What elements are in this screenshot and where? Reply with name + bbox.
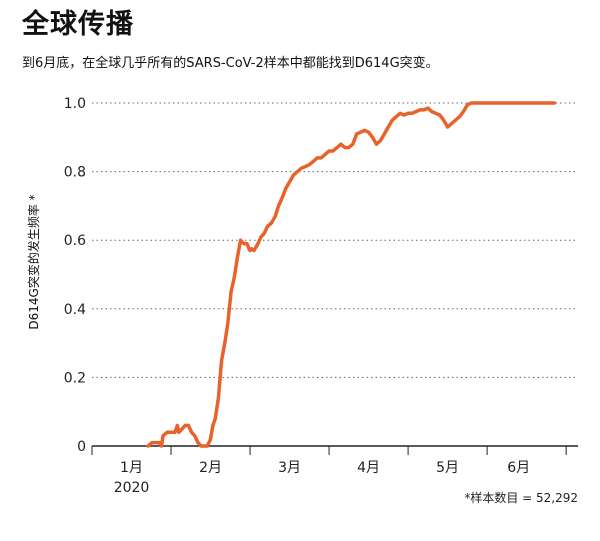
x-year-label: 2020 <box>114 480 150 496</box>
y-tick-label: 0.6 <box>64 233 86 249</box>
x-tick-label: 1月 <box>120 460 143 476</box>
x-tick-label: 5月 <box>436 460 459 476</box>
sample-size-footnote: *样本数目 = 52,292 <box>464 491 578 505</box>
chart-subtitle: 到6月底，在全球几乎所有的SARS-CoV-2样本中都能找到D614G突变。 <box>22 56 439 71</box>
series-line-d614g-frequency <box>146 101 557 448</box>
x-axis: 1月 2月 3月 4月 5月 6月 2020 <box>91 446 567 496</box>
y-tick-label: 0.8 <box>64 165 86 181</box>
y-tick-label: 0 <box>77 439 86 455</box>
y-tick-label: 0.2 <box>64 370 86 386</box>
x-tick-label: 4月 <box>357 460 380 476</box>
y-axis-label: D614G突变的发生频率 * <box>26 194 41 329</box>
series-group <box>146 101 557 448</box>
x-tick-label: 3月 <box>278 460 301 476</box>
x-tick-label: 6月 <box>507 460 530 476</box>
x-tick-label: 2月 <box>199 460 222 476</box>
chart-title: 全球传播 <box>22 9 134 40</box>
y-tick-label: 1.0 <box>64 96 86 112</box>
y-axis-ticks: 0 0.2 0.4 0.6 0.8 1.0 <box>64 96 86 455</box>
grid-lines <box>92 102 578 447</box>
y-tick-label: 0.4 <box>64 302 86 318</box>
